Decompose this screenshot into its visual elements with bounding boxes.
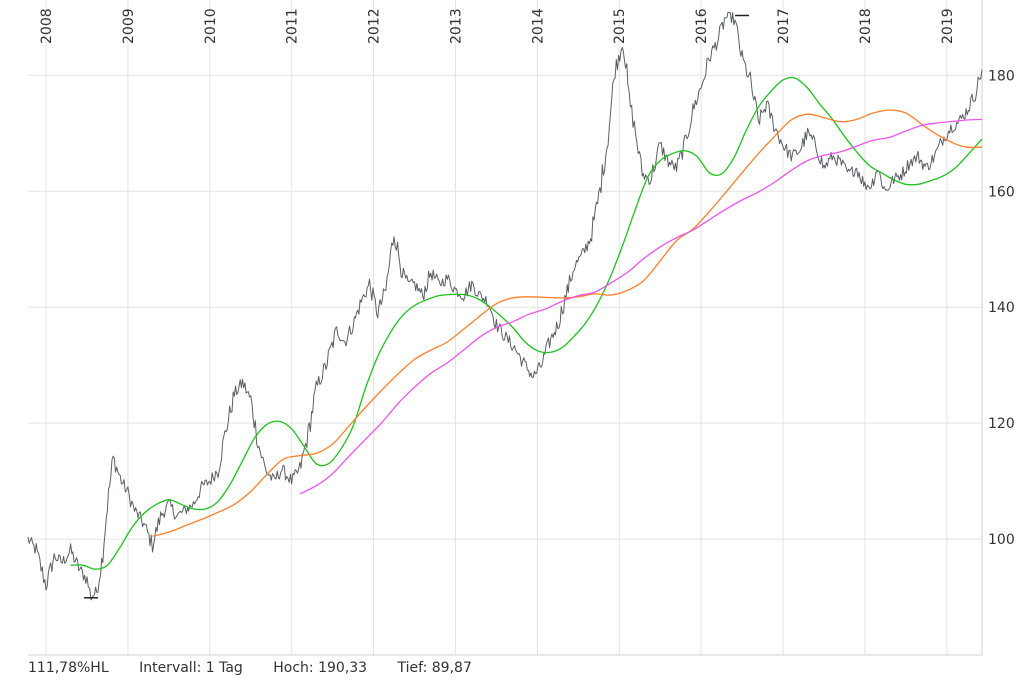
grid bbox=[28, 0, 983, 656]
x-tick-label: 2019 bbox=[940, 8, 956, 44]
high-value: Hoch: 190,33 bbox=[273, 660, 368, 676]
low-value: Tief: 89,87 bbox=[397, 660, 472, 676]
x-tick-label: 2016 bbox=[694, 8, 710, 44]
x-tick-label: 2011 bbox=[285, 8, 301, 44]
x-tick-label: 2008 bbox=[39, 8, 55, 44]
footer-info-bar: 111,78%HL Intervall: 1 Tag Hoch: 190,33 … bbox=[28, 660, 472, 676]
y-tick-label: 140 bbox=[988, 300, 1015, 316]
x-tick-label: 2013 bbox=[448, 8, 464, 44]
range-percent: 111,78%HL bbox=[28, 660, 109, 676]
series-layer bbox=[27, 11, 983, 601]
y-tick-label: 180 bbox=[988, 68, 1015, 84]
x-tick-label: 2017 bbox=[776, 8, 792, 44]
x-tick-label: 2010 bbox=[203, 8, 219, 44]
x-axis: 2008 2009 2010 2011 2012 2013 2014 2015 2016 2017… bbox=[39, 8, 956, 44]
y-tick-label: 120 bbox=[988, 416, 1015, 432]
y-tick-label: 100 bbox=[988, 532, 1015, 548]
interval-label[interactable]: Intervall: 1 Tag bbox=[139, 660, 243, 676]
x-tick-label: 2014 bbox=[530, 8, 546, 44]
x-tick-label: 2012 bbox=[367, 8, 383, 44]
y-axis: 100 120 140 160 180 bbox=[988, 68, 1015, 548]
series-line-ma-3 bbox=[299, 118, 983, 495]
series-line-price bbox=[27, 11, 983, 601]
x-tick-label: 2015 bbox=[612, 8, 628, 44]
x-tick-label: 2018 bbox=[858, 8, 874, 44]
series-line-ma-1 bbox=[70, 76, 983, 570]
x-tick-label: 2009 bbox=[121, 8, 137, 44]
high-low-markers bbox=[84, 14, 750, 599]
series-line-ma-2 bbox=[152, 109, 983, 537]
y-tick-label: 160 bbox=[988, 184, 1015, 200]
